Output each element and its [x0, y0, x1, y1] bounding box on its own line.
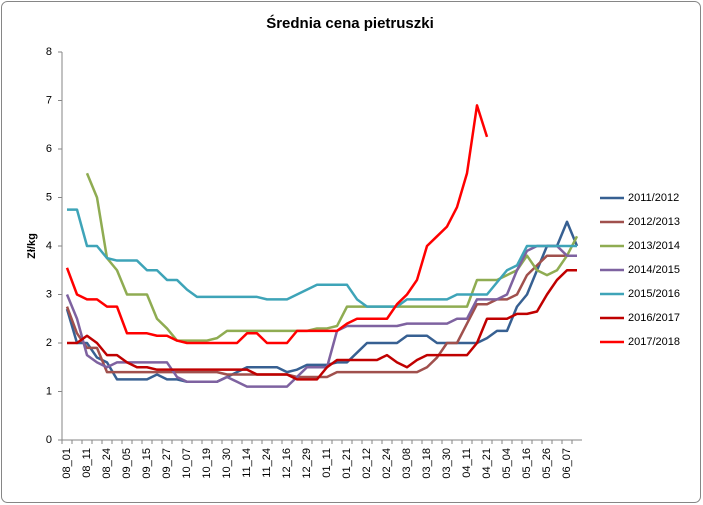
x-tick-label: 11_14	[241, 448, 253, 478]
legend-label: 2011/2012	[628, 192, 679, 204]
x-tick-label: 10_19	[201, 448, 213, 479]
x-tick-label: 09_15	[141, 448, 153, 479]
x-tick-label: 05_26	[541, 448, 553, 479]
legend-label: 2017/2018	[628, 336, 680, 348]
x-tick-label: 05_04	[501, 448, 513, 479]
series-line	[65, 244, 577, 388]
legend-label: 2016/2017	[628, 312, 680, 324]
y-tick-label: 6	[46, 143, 52, 155]
x-tick-label: 04_11	[461, 448, 473, 478]
x-tick-label: 03_08	[401, 448, 413, 479]
series-line	[67, 208, 577, 308]
x-tick-label: 04_21	[481, 448, 493, 479]
legend-label: 2014/2015	[628, 264, 680, 276]
y-tick-label: 4	[46, 240, 52, 252]
legend-label: 2013/2014	[628, 240, 680, 252]
y-tick-label: 5	[46, 191, 52, 203]
y-tick-label: 8	[46, 46, 52, 58]
x-tick-label: 10_07	[181, 448, 193, 479]
y-tick-label: 1	[46, 385, 52, 397]
chart-title: Średnia cena pietruszki	[266, 14, 434, 32]
x-tick-label: 06_07	[561, 448, 573, 479]
legend-label: 2015/2016	[628, 288, 680, 300]
series-line	[65, 254, 577, 379]
x-tick-label: 03_30	[441, 448, 453, 479]
x-tick-label: 09_05	[121, 448, 133, 479]
y-tick-label: 0	[46, 434, 52, 446]
series-line	[65, 220, 579, 384]
x-tick-label: 08_11	[81, 448, 93, 478]
x-tick-label: 11_24	[261, 448, 273, 478]
x-tick-label: 03_18	[421, 448, 433, 479]
x-tick-label: 09_27	[161, 448, 173, 479]
x-tick-label: 02_24	[381, 448, 393, 479]
series-line	[67, 269, 577, 381]
x-tick-label: 01_11	[321, 448, 333, 478]
x-tick-label: 10_30	[221, 448, 233, 479]
y-tick-label: 7	[46, 94, 52, 106]
y-axis-label: Zł/kg	[26, 233, 38, 259]
x-tick-label: 05_16	[521, 448, 533, 479]
y-tick-label: 3	[46, 288, 52, 300]
x-tick-label: 02_12	[361, 448, 373, 479]
x-tick-label: 08_01	[61, 448, 73, 479]
x-tick-label: 08_24	[101, 448, 113, 479]
series-line	[65, 104, 489, 345]
x-tick-label: 01_21	[341, 448, 353, 479]
x-tick-label: 12_16	[281, 448, 293, 479]
legend-label: 2012/2013	[628, 216, 680, 228]
x-tick-label: 12_29	[301, 448, 313, 479]
series-line	[85, 172, 579, 342]
y-tick-label: 2	[46, 337, 52, 349]
